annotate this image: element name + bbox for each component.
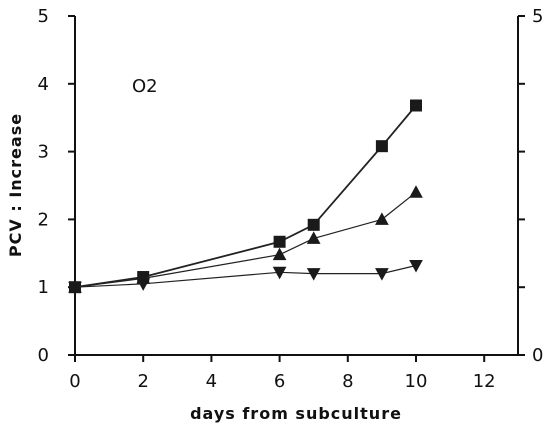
data-point-triangle-up xyxy=(375,212,389,225)
data-point-square xyxy=(307,218,320,231)
data-point-triangle-down xyxy=(375,268,389,281)
y-tick-label-left: 5 xyxy=(38,6,49,27)
y-tick-label-left: 0 xyxy=(38,345,49,366)
y-tick-label-right: 5 xyxy=(532,6,543,27)
data-point-triangle-down xyxy=(68,281,82,295)
y-tick-label-left: 2 xyxy=(38,209,49,230)
axes xyxy=(74,16,519,356)
series-line xyxy=(74,191,417,288)
series-line xyxy=(74,264,417,288)
y-axis-title: PCV : Increase xyxy=(6,113,25,257)
x-tick-label: 10 xyxy=(405,371,428,392)
x-tick-label: 4 xyxy=(206,371,217,392)
x-tick-label: 2 xyxy=(137,371,148,392)
y-tick-label-left: 4 xyxy=(38,74,49,95)
annotation-o2: O2 xyxy=(132,76,158,97)
data-point-square xyxy=(410,99,422,112)
y-tick-label-left: 1 xyxy=(38,277,49,298)
data-point-square xyxy=(273,235,286,248)
x-tick-label: 0 xyxy=(69,371,80,392)
x-tick-label: 8 xyxy=(342,371,353,392)
data-point-triangle-down xyxy=(136,278,151,291)
series-triangle-up xyxy=(68,185,423,293)
data-point-triangle-up xyxy=(306,231,321,244)
x-tick-label: 6 xyxy=(274,371,285,392)
data-point-triangle-up xyxy=(272,247,287,261)
data-point-triangle-down xyxy=(272,266,287,280)
x-tick-label: 12 xyxy=(473,371,496,392)
y-tick-label-right: 0 xyxy=(532,345,543,366)
series-line xyxy=(74,104,417,289)
series-triangle-down xyxy=(68,260,423,295)
data-point-triangle-down xyxy=(306,268,321,281)
x-axis-title: days from subculture xyxy=(190,404,402,423)
data-point-square xyxy=(375,140,388,153)
data-point-triangle-down xyxy=(409,260,423,273)
series-layer xyxy=(68,99,423,295)
y-tick-label-left: 3 xyxy=(38,142,49,163)
series-square xyxy=(69,99,422,294)
data-point-triangle-up xyxy=(409,185,423,198)
